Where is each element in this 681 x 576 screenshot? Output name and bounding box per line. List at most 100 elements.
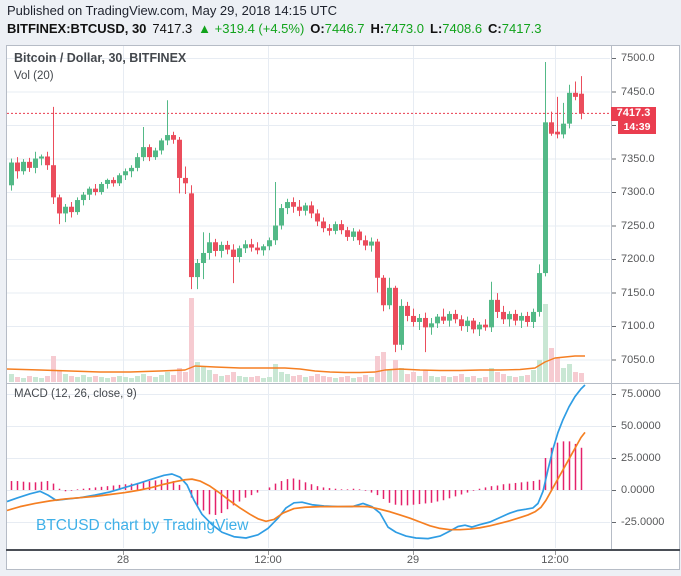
candle-body [45, 156, 50, 166]
candle-body [519, 315, 524, 321]
candle-body [453, 313, 458, 320]
volume-series [7, 298, 585, 382]
time-axis-label: 29 [406, 554, 420, 566]
candle-body [531, 311, 536, 322]
macd-series [7, 384, 586, 540]
volume-bar [99, 377, 104, 382]
candle-body [339, 224, 344, 231]
candle-body [357, 231, 362, 241]
candle-body [459, 319, 464, 326]
candle-body [369, 241, 374, 246]
volume-bar [249, 377, 254, 382]
volume-bar [93, 376, 98, 382]
last-price: 7417.3 [152, 21, 193, 36]
volume-bar [315, 374, 320, 382]
volume-bar [543, 304, 548, 382]
time-axis-label: 12:00 [254, 554, 282, 566]
symbol-ticker: BITFINEX:BTCUSD, 30 [7, 21, 147, 36]
candle-body [513, 313, 518, 321]
volume-legend: Vol (20) [14, 70, 54, 82]
volume-bar [165, 372, 170, 382]
candle-body [321, 221, 326, 229]
candle-body [381, 277, 386, 306]
volume-ma-line [7, 355, 585, 374]
volume-bar [231, 372, 236, 382]
candle-body [537, 273, 542, 312]
candle-body [171, 135, 176, 140]
price-axis-label: 7450.0 [621, 85, 655, 98]
volume-bar [555, 358, 560, 382]
candle-body [489, 299, 494, 328]
candle-body [57, 197, 62, 214]
candle-body [207, 242, 212, 253]
candle-body [417, 317, 422, 322]
volume-bar [339, 377, 344, 382]
volume-bar [51, 356, 56, 382]
published-line: Published on TradingView.com, May 29, 20… [7, 3, 338, 18]
candle-body [525, 315, 530, 322]
macd-axis-label: -25.0000 [621, 516, 665, 528]
volume-bar [237, 376, 242, 382]
candle-body [405, 305, 410, 316]
candle-body [507, 313, 512, 320]
candle-body [183, 177, 188, 184]
volume-bar [375, 356, 380, 382]
volume-bar [27, 376, 32, 382]
macd-signal-line [7, 431, 586, 531]
candle-body [249, 244, 254, 248]
candle-body [153, 150, 158, 158]
volume-bar [303, 377, 308, 382]
time-axis-border [6, 549, 680, 551]
candle-body [135, 157, 140, 168]
candle-body [117, 175, 122, 184]
volume-bar [75, 377, 80, 382]
candle-body [393, 287, 398, 345]
volume-bar [243, 377, 248, 382]
close-label: C: [488, 21, 502, 36]
volume-bar [219, 376, 224, 382]
high-label: H: [370, 21, 385, 36]
watermark-link[interactable]: BTCUSD chart by TradingView [36, 517, 249, 534]
volume-bar [333, 378, 338, 382]
candle-body [177, 139, 182, 178]
candle-body [243, 244, 248, 249]
symbol-info-line: BITFINEX:BTCUSD, 30 7417.3 ▲ +319.4 (+4.5%… [7, 21, 542, 36]
candle-body [309, 205, 314, 214]
time-axis-label: 12:00 [541, 554, 569, 566]
candle-body [285, 202, 290, 209]
candle-body [231, 249, 236, 257]
candle-body [441, 316, 446, 321]
price-change: +319.4 (+4.5%) [214, 21, 305, 36]
candle-body [279, 208, 284, 226]
volume-bar [321, 376, 326, 382]
volume-bar [105, 378, 110, 382]
candle-body [375, 241, 380, 278]
volume-bar [423, 370, 428, 382]
volume-bar [207, 370, 212, 382]
candle-body [87, 188, 92, 195]
price-axis-label: 7050.0 [621, 353, 655, 366]
volume-bar [183, 372, 188, 382]
volume-bar [261, 378, 266, 382]
candle-body [501, 311, 506, 320]
macd-legend: MACD (12, 26, close, 9) [14, 388, 137, 400]
volume-bar [309, 376, 314, 382]
volume-bar [393, 360, 398, 382]
low-value: 7408.6 [442, 21, 483, 36]
candle-body [351, 231, 356, 237]
volume-bar [33, 377, 38, 382]
candle-body [99, 183, 104, 192]
volume-bar [573, 372, 578, 382]
candle-body [75, 200, 80, 213]
candle-body [273, 225, 278, 241]
candle-body [471, 320, 476, 330]
price-axis-label: 7150.0 [621, 286, 655, 299]
candle-body [387, 287, 392, 306]
volume-bar [351, 378, 356, 382]
price-axis-label: 7350.0 [621, 152, 655, 165]
volume-bar [69, 376, 74, 382]
candle-body [477, 324, 482, 330]
volume-bar [477, 378, 482, 382]
candle-body [111, 179, 116, 184]
